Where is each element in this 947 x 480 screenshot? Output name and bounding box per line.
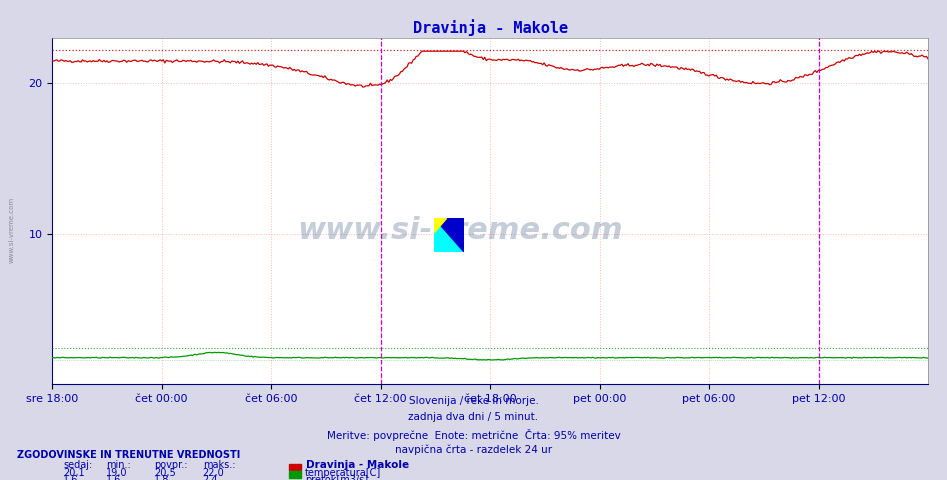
Text: povpr.:: povpr.: — [154, 460, 188, 470]
Text: 1,6: 1,6 — [106, 475, 121, 480]
Text: 20,5: 20,5 — [154, 468, 176, 478]
Title: Dravinja - Makole: Dravinja - Makole — [413, 19, 567, 36]
Text: zadnja dva dni / 5 minut.: zadnja dva dni / 5 minut. — [408, 412, 539, 422]
Text: 1,6: 1,6 — [63, 475, 79, 480]
Text: Meritve: povprečne  Enote: metrične  Črta: 95% meritev: Meritve: povprečne Enote: metrične Črta:… — [327, 429, 620, 441]
Text: 2,4: 2,4 — [203, 475, 218, 480]
Text: sedaj:: sedaj: — [63, 460, 93, 470]
Text: min.:: min.: — [106, 460, 131, 470]
Text: ZGODOVINSKE IN TRENUTNE VREDNOSTI: ZGODOVINSKE IN TRENUTNE VREDNOSTI — [17, 450, 241, 460]
Text: Slovenija / reke in morje.: Slovenija / reke in morje. — [408, 396, 539, 406]
Text: 22,0: 22,0 — [203, 468, 224, 478]
Text: 20,1: 20,1 — [63, 468, 85, 478]
Text: Dravinja - Makole: Dravinja - Makole — [306, 460, 409, 470]
Text: pretok[m3/s]: pretok[m3/s] — [305, 475, 368, 480]
Text: www.si-vreme.com: www.si-vreme.com — [297, 216, 623, 245]
Text: navpična črta - razdelek 24 ur: navpična črta - razdelek 24 ur — [395, 445, 552, 456]
Text: temperatura[C]: temperatura[C] — [305, 468, 382, 478]
Text: 1,8: 1,8 — [154, 475, 170, 480]
Text: www.si-vreme.com: www.si-vreme.com — [9, 197, 14, 264]
Text: maks.:: maks.: — [203, 460, 235, 470]
Text: 19,0: 19,0 — [106, 468, 128, 478]
Polygon shape — [434, 218, 464, 252]
Polygon shape — [434, 218, 464, 252]
Polygon shape — [434, 218, 446, 232]
